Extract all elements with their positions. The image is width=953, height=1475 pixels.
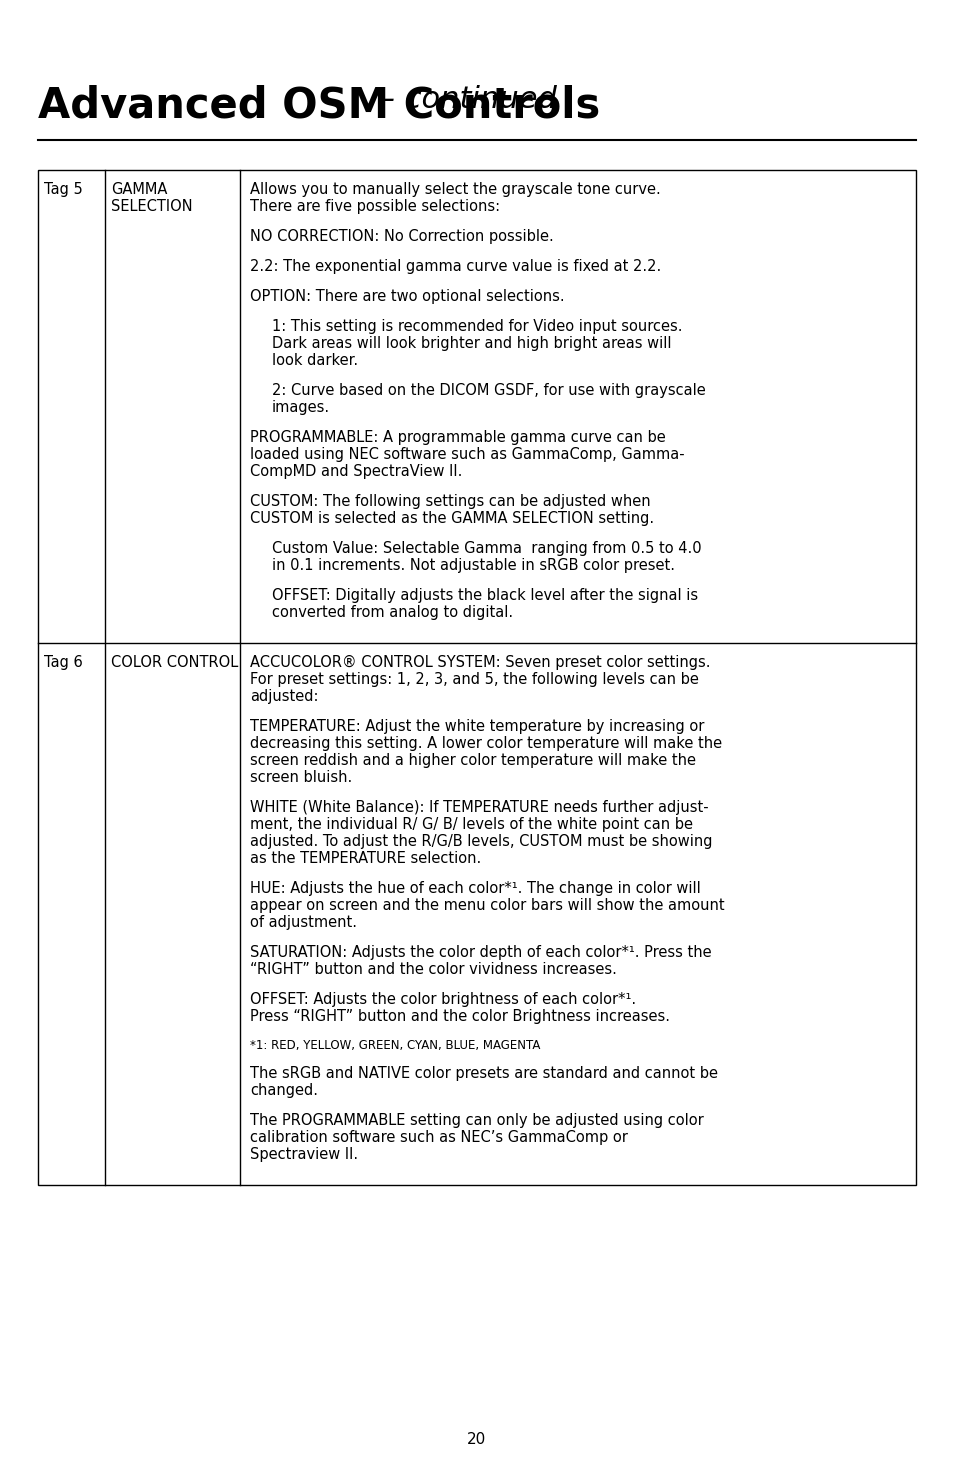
- Text: The PROGRAMMABLE setting can only be adjusted using color: The PROGRAMMABLE setting can only be adj…: [250, 1114, 703, 1128]
- Text: calibration software such as NEC’s GammaComp or: calibration software such as NEC’s Gamma…: [250, 1130, 627, 1145]
- Text: 2: Curve based on the DICOM GSDF, for use with grayscale: 2: Curve based on the DICOM GSDF, for us…: [272, 384, 705, 398]
- Text: HUE: Adjusts the hue of each color*¹. The change in color will: HUE: Adjusts the hue of each color*¹. Th…: [250, 881, 700, 895]
- Text: TEMPERATURE: Adjust the white temperature by increasing or: TEMPERATURE: Adjust the white temperatur…: [250, 718, 703, 735]
- Text: 20: 20: [467, 1432, 486, 1447]
- Text: screen bluish.: screen bluish.: [250, 770, 352, 785]
- Text: PROGRAMMABLE: A programmable gamma curve can be: PROGRAMMABLE: A programmable gamma curve…: [250, 431, 665, 445]
- Text: screen reddish and a higher color temperature will make the: screen reddish and a higher color temper…: [250, 754, 696, 768]
- Text: adjusted. To adjust the R/G/B levels, CUSTOM must be showing: adjusted. To adjust the R/G/B levels, CU…: [250, 833, 712, 850]
- Text: OFFSET: Adjusts the color brightness of each color*¹.: OFFSET: Adjusts the color brightness of …: [250, 993, 636, 1007]
- Text: WHITE (White Balance): If TEMPERATURE needs further adjust-: WHITE (White Balance): If TEMPERATURE ne…: [250, 799, 708, 816]
- Text: Dark areas will look brighter and high bright areas will: Dark areas will look brighter and high b…: [272, 336, 671, 351]
- Text: 2.2: The exponential gamma curve value is fixed at 2.2.: 2.2: The exponential gamma curve value i…: [250, 260, 660, 274]
- Text: converted from analog to digital.: converted from analog to digital.: [272, 605, 513, 620]
- Text: 1: This setting is recommended for Video input sources.: 1: This setting is recommended for Video…: [272, 319, 681, 333]
- Text: Spectraview II.: Spectraview II.: [250, 1148, 357, 1162]
- Text: “RIGHT” button and the color vividness increases.: “RIGHT” button and the color vividness i…: [250, 962, 617, 976]
- Text: Press “RIGHT” button and the color Brightness increases.: Press “RIGHT” button and the color Brigh…: [250, 1009, 669, 1024]
- Text: There are five possible selections:: There are five possible selections:: [250, 199, 499, 214]
- Text: CompMD and SpectraView II.: CompMD and SpectraView II.: [250, 465, 462, 479]
- Text: COLOR CONTROL: COLOR CONTROL: [111, 655, 238, 670]
- Text: OPTION: There are two optional selections.: OPTION: There are two optional selection…: [250, 289, 564, 304]
- Text: Advanced OSM Controls: Advanced OSM Controls: [38, 86, 599, 127]
- Text: The sRGB and NATIVE color presets are standard and cannot be: The sRGB and NATIVE color presets are st…: [250, 1066, 718, 1081]
- Text: – continued: – continued: [370, 86, 557, 114]
- Bar: [38, 170, 915, 1184]
- Text: changed.: changed.: [250, 1083, 317, 1097]
- Text: Tag 6: Tag 6: [44, 655, 83, 670]
- Text: Allows you to manually select the grayscale tone curve.: Allows you to manually select the graysc…: [250, 181, 660, 198]
- Text: Custom Value: Selectable Gamma  ranging from 0.5 to 4.0: Custom Value: Selectable Gamma ranging f…: [272, 541, 700, 556]
- Text: loaded using NEC software such as GammaComp, Gamma-: loaded using NEC software such as GammaC…: [250, 447, 684, 462]
- Text: appear on screen and the menu color bars will show the amount: appear on screen and the menu color bars…: [250, 898, 724, 913]
- Text: in 0.1 increments. Not adjustable in sRGB color preset.: in 0.1 increments. Not adjustable in sRG…: [272, 558, 675, 572]
- Text: SELECTION: SELECTION: [111, 199, 193, 214]
- Text: CUSTOM: The following settings can be adjusted when: CUSTOM: The following settings can be ad…: [250, 494, 650, 509]
- Text: Tag 5: Tag 5: [44, 181, 83, 198]
- Text: CUSTOM is selected as the GAMMA SELECTION setting.: CUSTOM is selected as the GAMMA SELECTIO…: [250, 510, 654, 527]
- Text: *1: RED, YELLOW, GREEN, CYAN, BLUE, MAGENTA: *1: RED, YELLOW, GREEN, CYAN, BLUE, MAGE…: [250, 1038, 539, 1052]
- Text: adjusted:: adjusted:: [250, 689, 318, 704]
- Text: GAMMA: GAMMA: [111, 181, 167, 198]
- Text: of adjustment.: of adjustment.: [250, 914, 356, 931]
- Text: decreasing this setting. A lower color temperature will make the: decreasing this setting. A lower color t…: [250, 736, 721, 751]
- Text: images.: images.: [272, 400, 330, 414]
- Text: ACCUCOLOR® CONTROL SYSTEM: Seven preset color settings.: ACCUCOLOR® CONTROL SYSTEM: Seven preset …: [250, 655, 710, 670]
- Text: look darker.: look darker.: [272, 353, 357, 367]
- Text: OFFSET: Digitally adjusts the black level after the signal is: OFFSET: Digitally adjusts the black leve…: [272, 589, 698, 603]
- Text: as the TEMPERATURE selection.: as the TEMPERATURE selection.: [250, 851, 480, 866]
- Text: For preset settings: 1, 2, 3, and 5, the following levels can be: For preset settings: 1, 2, 3, and 5, the…: [250, 673, 699, 687]
- Text: NO CORRECTION: No Correction possible.: NO CORRECTION: No Correction possible.: [250, 229, 553, 243]
- Text: ment, the individual R/ G/ B/ levels of the white point can be: ment, the individual R/ G/ B/ levels of …: [250, 817, 692, 832]
- Text: SATURATION: Adjusts the color depth of each color*¹. Press the: SATURATION: Adjusts the color depth of e…: [250, 945, 711, 960]
